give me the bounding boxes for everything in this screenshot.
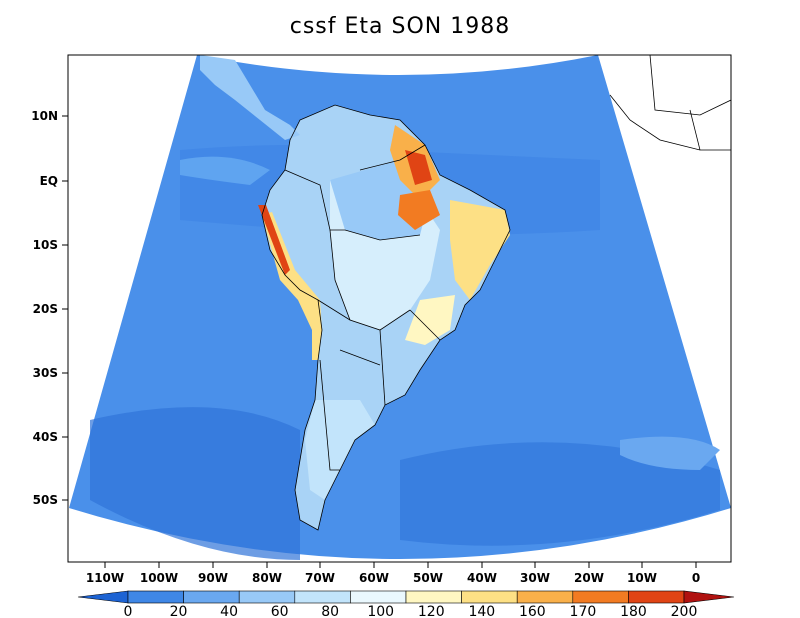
lon-label-30w: 30W: [520, 571, 550, 585]
colorbar-label: 20: [170, 604, 188, 618]
colorbar-label: 120: [418, 604, 445, 618]
colorbar-label: 0: [124, 604, 133, 618]
colorbar-arrow-high: [683, 590, 735, 604]
colorbar-segment: [628, 590, 685, 604]
southeast-brazil-warm: [405, 295, 455, 345]
colorbar-segment: [350, 590, 407, 604]
colorbar-label: 100: [367, 604, 394, 618]
lon-label-80w: 80W: [252, 571, 282, 585]
colorbar-label: 200: [671, 604, 698, 618]
colorbar-segment: [183, 590, 240, 604]
colorbar-label: 170: [570, 604, 597, 618]
lon-label-10w: 10W: [627, 571, 657, 585]
central-america-landmass: [200, 55, 300, 140]
lat-label-10n: 10N: [31, 109, 58, 123]
lat-label-20s: 20S: [33, 302, 58, 316]
lat-label-50s: 50S: [33, 493, 58, 507]
lon-label-70w: 70W: [305, 571, 335, 585]
colorbar-label: 80: [321, 604, 339, 618]
colorbar-segment: [461, 590, 518, 604]
lon-labels: 110W 100W 90W 80W 70W 60W 50W 40W 30W 20…: [86, 571, 700, 585]
lon-label-50w: 50W: [413, 571, 443, 585]
lon-label-40w: 40W: [467, 571, 497, 585]
colorbar-segment: [516, 590, 574, 604]
ocean-dark-band-southeast: [400, 442, 720, 546]
lat-label-10s: 10S: [33, 238, 58, 252]
lon-label-60w: 60W: [359, 571, 389, 585]
colorbar-segment: [405, 590, 462, 604]
colorbar-segment: [127, 590, 184, 604]
colorbar-label: 180: [620, 604, 647, 618]
peru-coast-hot-strip: [258, 205, 290, 275]
ocean-dark-band-south: [90, 407, 300, 560]
lat-labels: 10N EQ 10S 20S 30S 40S 50S: [31, 109, 58, 507]
lon-label-110w: 110W: [86, 571, 124, 585]
patagonia-region: [305, 400, 375, 500]
colorbar: 0 20 40 60 80 100 120 140 160 170 180 200: [77, 590, 735, 618]
lon-label-0: 0: [692, 571, 700, 585]
lat-ticks: [62, 115, 68, 501]
colorbar-segment: [572, 590, 629, 604]
lon-ticks: [104, 562, 697, 568]
lat-label-eq: EQ: [40, 174, 58, 188]
ocean-light-patch-pacific: [180, 156, 270, 185]
map-title: cssf Eta SON 1988: [289, 14, 511, 39]
amazon-east-hot-region: [398, 190, 440, 230]
colorbar-segment: [238, 590, 296, 604]
northeast-warm-region: [450, 200, 510, 300]
colorbar-label: 60: [271, 604, 289, 618]
lon-label-20w: 20W: [574, 571, 604, 585]
colorbar-label: 40: [220, 604, 238, 618]
lon-label-90w: 90W: [198, 571, 228, 585]
country-borders: [261, 55, 731, 531]
lat-label-30s: 30S: [33, 366, 58, 380]
colorbar-arrow-low: [77, 590, 129, 604]
lon-label-100w: 100W: [140, 571, 178, 585]
colorbar-label: 140: [468, 604, 495, 618]
colorbar-segment: [294, 590, 351, 604]
ocean-light-patch-atlantic: [620, 436, 720, 470]
africa-coast: [600, 55, 731, 150]
colorbar-label: 160: [519, 604, 546, 618]
guiana-peak-region: [405, 150, 432, 185]
lat-label-40s: 40S: [33, 430, 58, 444]
